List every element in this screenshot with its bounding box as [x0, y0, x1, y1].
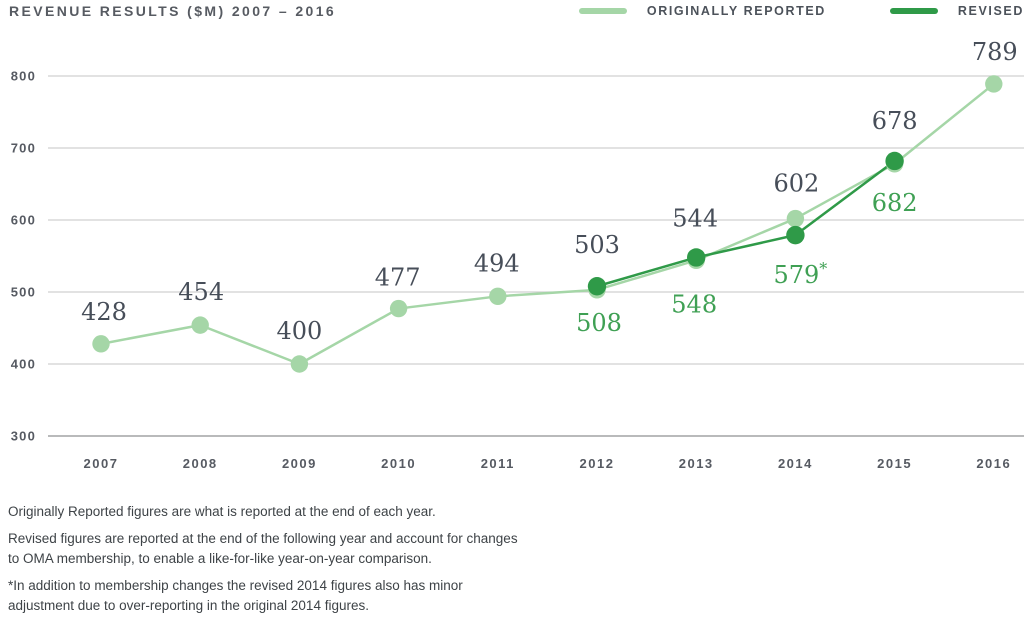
data-point-label: 494 — [474, 249, 520, 277]
y-axis-tick-label: 700 — [11, 141, 36, 156]
data-point-label: 503 — [574, 231, 620, 259]
x-axis-year-label: 2013 — [679, 456, 714, 471]
x-axis-year-label: 2010 — [381, 456, 416, 471]
y-axis-tick-label: 400 — [11, 357, 36, 372]
series-line-revised — [595, 159, 896, 288]
data-point-label: 544 — [672, 204, 718, 232]
data-point — [687, 248, 706, 267]
data-point — [290, 355, 309, 373]
data-point — [389, 299, 408, 318]
series-line-originally-reported — [99, 82, 996, 366]
x-axis-labels: 2007 2008 2009 2010 2011 2012 2013 2014 2015 2016 — [84, 456, 1011, 471]
data-point — [985, 75, 1003, 93]
data-point-label: 400 — [276, 317, 322, 345]
x-axis-year-label: 2007 — [84, 456, 119, 471]
data-point-label: 477 — [375, 264, 421, 292]
y-axis-tick-label: 500 — [11, 285, 36, 300]
legend-item-revised: REVISED — [889, 4, 1024, 18]
chart-legend: ORIGINALLY REPORTED REVISED — [578, 4, 1024, 18]
data-point — [786, 209, 805, 228]
data-point — [587, 277, 607, 296]
footnote-originally-reported: Originally Reported figures are what is … — [8, 504, 436, 519]
data-point — [786, 225, 805, 245]
data-point-label: 789 — [972, 38, 1018, 66]
x-axis-year-label: 2008 — [183, 456, 218, 471]
data-point-label: 454 — [178, 278, 224, 306]
x-axis-year-label: 2011 — [481, 456, 515, 471]
x-axis-year-label: 2014 — [778, 456, 813, 471]
chart-title: REVENUE RESULTS ($M) 2007 – 2016 — [9, 3, 337, 19]
data-point-label: 508 — [576, 309, 622, 337]
legend-item-originally-reported: ORIGINALLY REPORTED — [578, 4, 826, 18]
series-points-revised — [587, 151, 904, 296]
data-point — [191, 316, 209, 334]
y-axis-tick-label: 300 — [11, 429, 36, 444]
x-axis-year-label: 2012 — [580, 456, 615, 471]
x-axis-year-label: 2016 — [976, 456, 1011, 471]
revised-line-swatch — [889, 8, 938, 14]
data-point-label: 548 — [671, 290, 717, 318]
data-point-label: 602 — [773, 170, 819, 198]
data-point — [885, 151, 904, 171]
series-labels-originally-reported: 428 454 400 477 494 503 544 602 678 789 — [81, 38, 1018, 345]
footnote-2014-adjustment: *In addition to membership changes the r… — [8, 578, 463, 613]
y-axis-tick-label: 600 — [11, 213, 36, 228]
y-axis-tick-label: 800 — [11, 69, 36, 84]
legend-label-originally-reported: ORIGINALLY REPORTED — [646, 4, 826, 18]
chart-footnotes: Originally Reported figures are what is … — [8, 502, 588, 623]
footnote-revised: Revised figures are reported at the end … — [8, 531, 518, 566]
data-point-label: 579* — [773, 259, 827, 289]
series-points-originally-reported — [92, 75, 1003, 373]
x-axis-year-label: 2009 — [282, 456, 317, 471]
gridlines: 300 400 500 600 700 800 — [11, 69, 1024, 444]
originally-reported-line-swatch — [578, 8, 627, 14]
series-labels-revised: 508 548 579* 682 — [576, 189, 917, 337]
data-point-label: 428 — [81, 298, 127, 326]
data-point-label: 682 — [872, 189, 918, 217]
legend-label-revised: REVISED — [957, 4, 1024, 18]
data-point — [92, 335, 110, 353]
data-point — [489, 287, 507, 306]
x-axis-year-label: 2015 — [877, 456, 912, 471]
data-point-label: 678 — [872, 107, 918, 135]
